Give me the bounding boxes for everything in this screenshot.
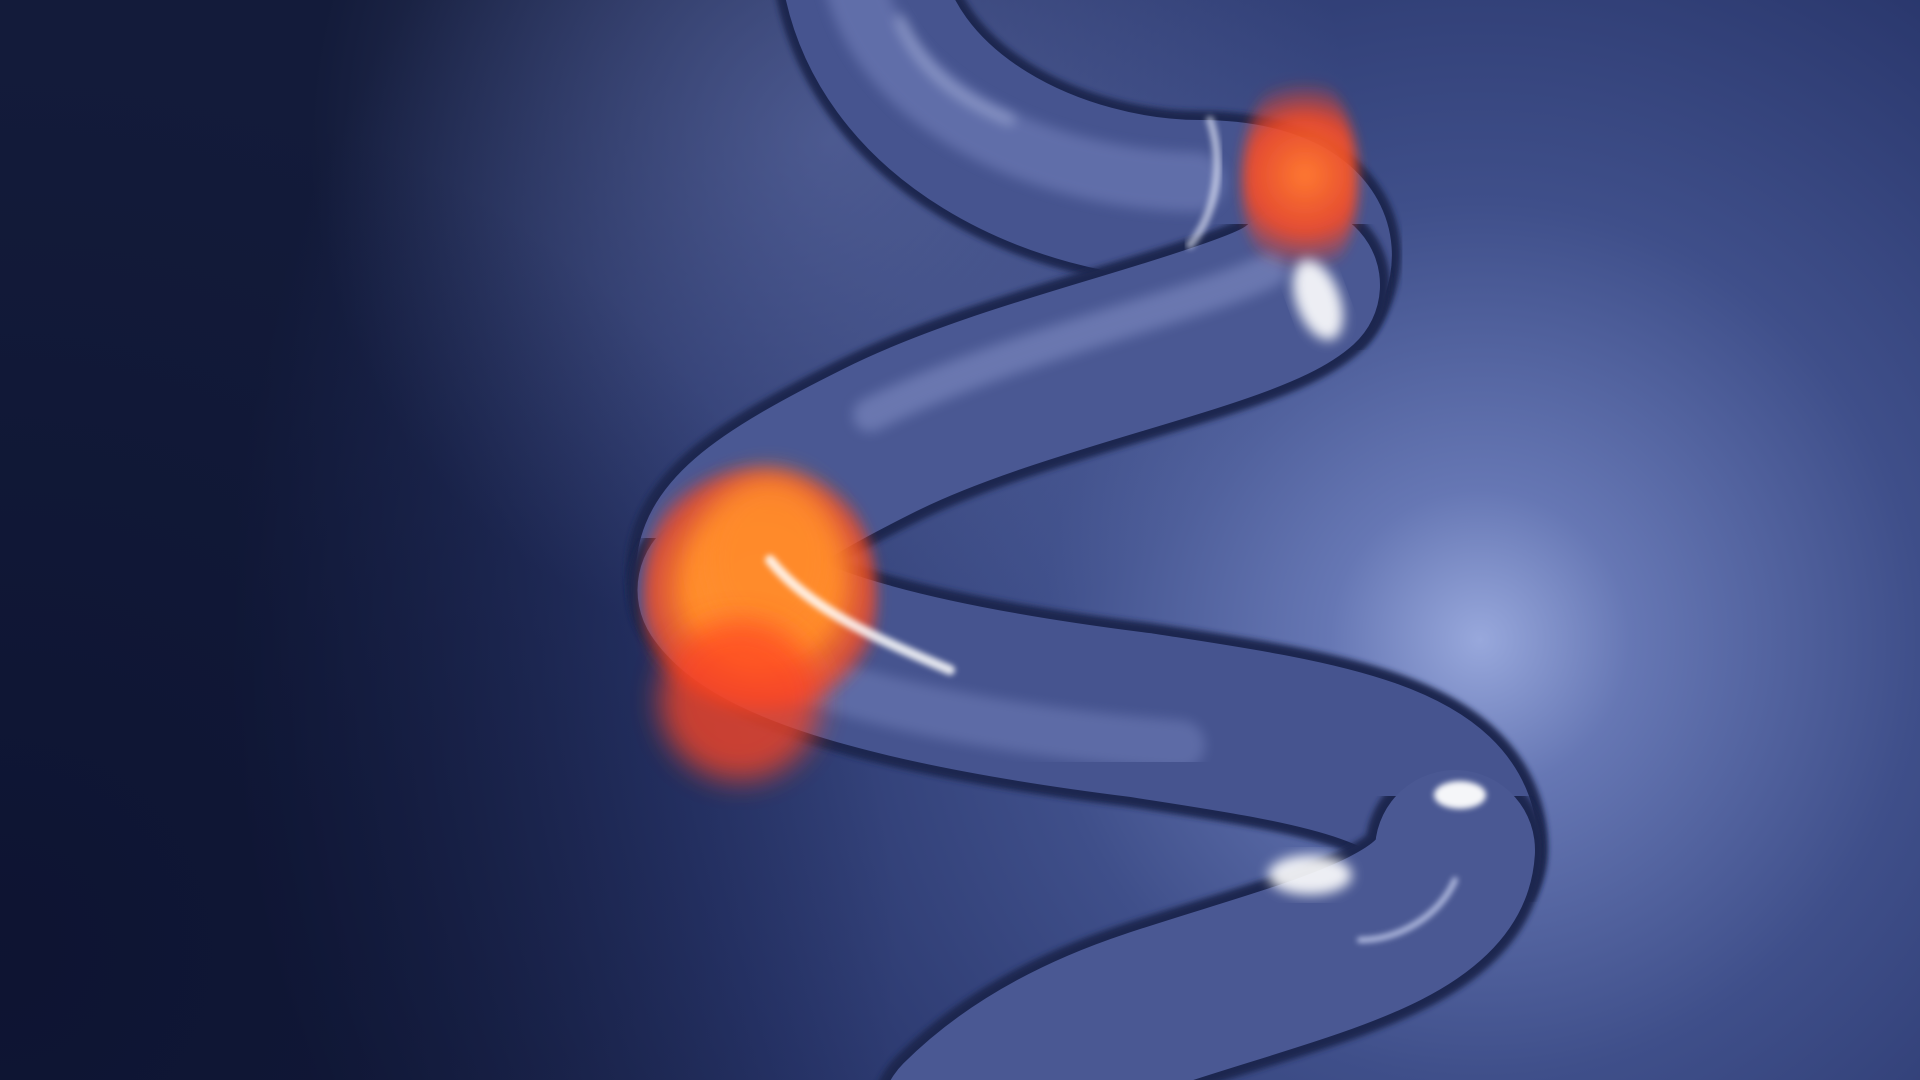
specular-highlights bbox=[765, 15, 1486, 943]
glow-top-bend bbox=[1242, 70, 1358, 290]
glow-middle-lower bbox=[660, 620, 820, 780]
